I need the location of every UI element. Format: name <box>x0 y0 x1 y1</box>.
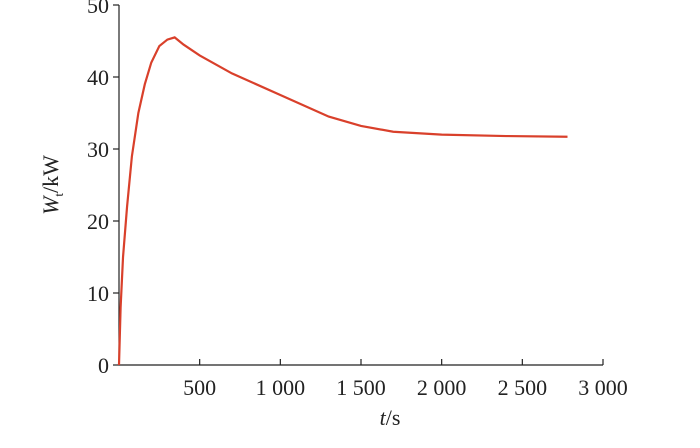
x-axis-label: t/s <box>380 405 401 430</box>
y-label-symbol: W <box>38 195 63 215</box>
y-tick-label: 10 <box>87 281 109 306</box>
x-tick-label: 2 000 <box>417 375 467 400</box>
x-tick-label: 500 <box>183 375 216 400</box>
x-tick-label: 2 500 <box>498 375 548 400</box>
x-tick-label: 3 000 <box>578 375 628 400</box>
data-line <box>117 36 568 366</box>
x-tick-label: 1 500 <box>336 375 386 400</box>
y-tick-label: 50 <box>87 0 109 18</box>
y-axis-label: Wt/kW <box>38 155 66 215</box>
y-label-subscript: t <box>51 193 66 197</box>
y-tick-label: 40 <box>87 65 109 90</box>
x-label-symbol: t <box>380 405 387 430</box>
y-tick-label: 20 <box>87 209 109 234</box>
y-tick-label: 0 <box>98 353 109 378</box>
x-tick-label: 1 000 <box>256 375 306 400</box>
y-tick-label: 30 <box>87 137 109 162</box>
y-label-unit: /kW <box>38 155 63 193</box>
x-label-unit: /s <box>386 405 401 430</box>
